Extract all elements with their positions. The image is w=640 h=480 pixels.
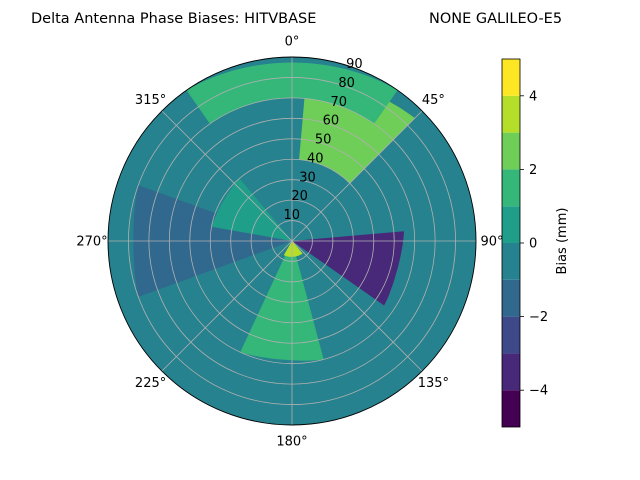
angle-tick-label: 0°	[285, 35, 300, 50]
contour-region-7	[211, 178, 292, 241]
colorbar-label: Bias (mm)	[555, 208, 570, 275]
radial-tick-label: 60	[323, 114, 340, 129]
grid-spoke	[161, 110, 293, 242]
angle-tick-label: 270°	[76, 235, 107, 250]
colorbar-segment	[502, 316, 520, 354]
radial-tick-label: 90	[346, 57, 363, 72]
colorbar-segment	[502, 279, 520, 317]
grid-spoke	[291, 240, 423, 372]
colorbar-segment	[502, 59, 520, 96]
radial-tick-label: 50	[315, 133, 332, 148]
radial-tick-label: 10	[284, 208, 301, 223]
grid-spoke	[161, 240, 293, 372]
angle-labels: 0° 45° 90° 135° 180° 225° 270° 315°	[76, 35, 503, 450]
contour-region-4	[240, 241, 324, 361]
angle-tick-label: 180°	[276, 435, 307, 450]
colorbar-tick-label: 2	[529, 163, 537, 178]
colorbar-tick-label: 0	[529, 237, 537, 252]
polar-outline	[107, 56, 477, 426]
grid-spoke	[291, 110, 423, 242]
radial-tick-label: 30	[299, 170, 316, 185]
contour-region-5	[283, 241, 303, 257]
colorbar-segment	[502, 132, 520, 170]
chart-title: Delta Antenna Phase Biases: HITVBASE	[31, 11, 316, 27]
angle-tick-label: 90°	[480, 235, 503, 250]
chart-title-right: NONE GALILEO-E5	[429, 11, 562, 27]
angle-tick-label: 225°	[135, 376, 166, 391]
colorbar-segment	[502, 353, 520, 391]
angle-tick-label: 315°	[135, 93, 166, 108]
radial-tick-label: 20	[291, 189, 308, 204]
colorbar-segment	[502, 206, 520, 243]
colorbar-tick-label: 4	[529, 89, 537, 104]
radial-labels: 10 20 30 40 50 60 70 80 90	[284, 57, 363, 223]
colorbar-segment	[502, 390, 520, 427]
contour-region-3	[292, 231, 404, 306]
angle-tick-label: 135°	[418, 376, 449, 391]
radial-tick-label: 40	[307, 151, 324, 166]
radial-tick-label: 80	[338, 76, 355, 91]
polar-grid	[108, 57, 476, 425]
colorbar-segment	[502, 95, 520, 133]
colorbar-segment	[502, 243, 520, 280]
colorbar-segment	[502, 169, 520, 207]
angle-tick-label: 45°	[422, 93, 445, 108]
radial-tick-label: 70	[331, 95, 348, 110]
colorbar-tick-label: −4	[529, 384, 548, 399]
colorbar-tick-label: −2	[529, 310, 548, 325]
colorbar: −4 −2 0 2 4	[501, 58, 548, 428]
